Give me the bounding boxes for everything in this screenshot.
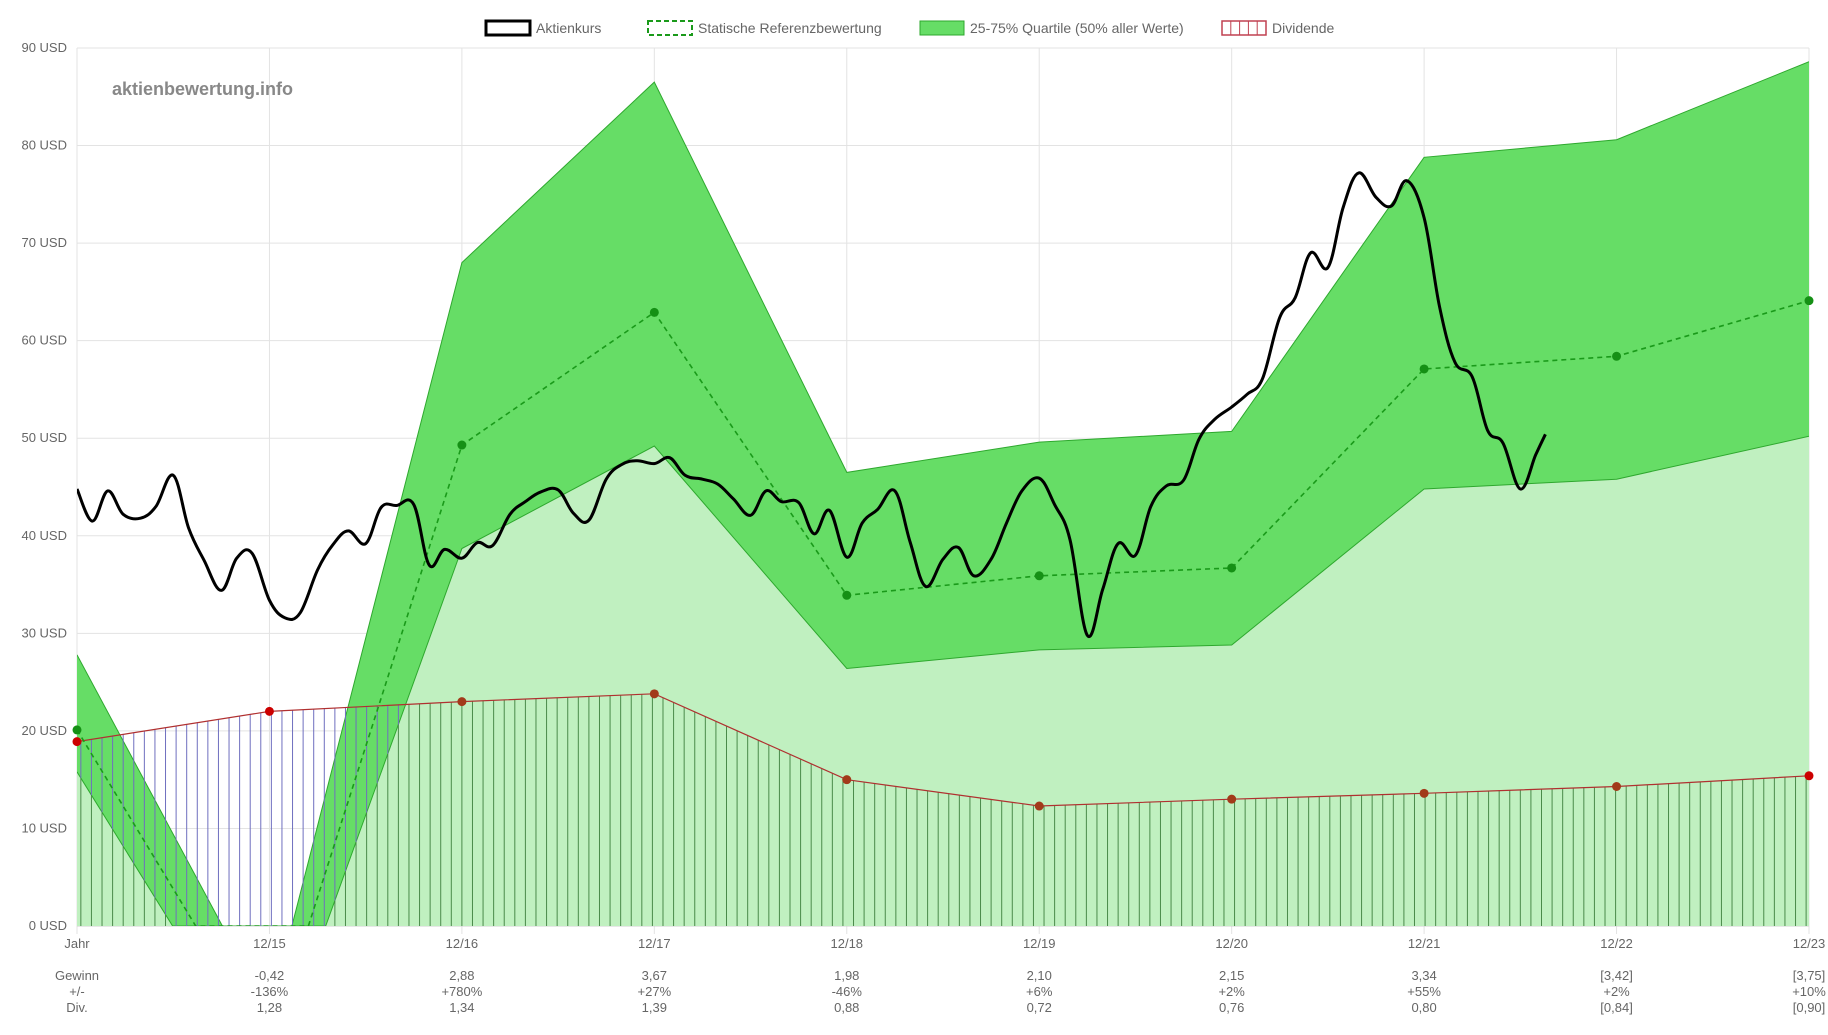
- x-tick-label: 12/15: [253, 936, 286, 951]
- dividend-point: [1034, 801, 1044, 811]
- footer-value: 3,34: [1411, 968, 1436, 983]
- x-tick-label: 12/22: [1600, 936, 1633, 951]
- footer-row-label: +/-: [69, 984, 85, 999]
- dividend-point: [264, 706, 274, 716]
- y-axis: 0 USD 10 USD 20 USD 30 USD 40 USD 50 USD 60 US…: [21, 40, 67, 933]
- legend-item-reference[interactable]: Statische Referenzbewertung: [647, 20, 882, 36]
- x-tick-label: 12/21: [1408, 936, 1441, 951]
- reference-point: [1612, 351, 1622, 361]
- legend-label-quartile: 25-75% Quartile (50% aller Werte): [970, 20, 1184, 36]
- footer-value: [0,84]: [1600, 1000, 1633, 1015]
- lower-quartile-area: [77, 436, 1809, 926]
- reference-point: [1804, 296, 1814, 306]
- footer-value: +10%: [1792, 984, 1826, 999]
- y-tick-label: 30 USD: [21, 625, 67, 640]
- quartile-band-area: [77, 61, 1809, 926]
- dividend-series: [77, 693, 1809, 807]
- dividend-point: [1227, 794, 1237, 804]
- y-tick-label: 0 USD: [29, 918, 67, 933]
- footer-value: 1,28: [257, 1000, 282, 1015]
- lower-quartile-line: [77, 435, 1809, 926]
- footer-value: 0,72: [1027, 1000, 1052, 1015]
- reference-point: [1034, 571, 1044, 581]
- footer-value: [0,90]: [1793, 1000, 1826, 1015]
- footer-value: 3,67: [642, 968, 667, 983]
- x-tick-label: 12/23: [1793, 936, 1826, 951]
- quartile-bands: [77, 61, 1809, 926]
- reference-point: [1419, 364, 1429, 374]
- y-tick-label: 50 USD: [21, 430, 67, 445]
- reference-point: [842, 590, 852, 600]
- x-tick-label: Jahr: [64, 936, 90, 951]
- reference-point: [1227, 563, 1237, 573]
- dividend-point: [1804, 771, 1814, 781]
- dividend-point: [457, 697, 467, 707]
- footer-value: +27%: [638, 984, 672, 999]
- footer-row-label: Div.: [66, 1000, 87, 1015]
- footer-value: +2%: [1603, 984, 1630, 999]
- dividend-line: [77, 693, 1809, 807]
- legend[interactable]: Aktienkurs Statische Referenzbewertung 25-…: [484, 19, 1334, 37]
- legend-label-dividend: Dividende: [1272, 20, 1334, 36]
- x-tick-label: 12/17: [638, 936, 671, 951]
- footer-value: [3,42]: [1600, 968, 1633, 983]
- dividend-point: [72, 737, 82, 747]
- y-tick-label: 60 USD: [21, 333, 67, 348]
- x-tick-label: 12/19: [1023, 936, 1056, 951]
- reference-point: [457, 440, 467, 450]
- legend-swatch-price: [484, 19, 532, 37]
- dividend-hatching: [80, 693, 1807, 926]
- y-tick-label: 20 USD: [21, 723, 67, 738]
- footer-value: -46%: [832, 984, 863, 999]
- x-tick-label: 12/16: [446, 936, 479, 951]
- x-tick-label: 12/18: [831, 936, 864, 951]
- legend-item-price[interactable]: Aktienkurs: [484, 19, 601, 37]
- y-tick-label: 10 USD: [21, 820, 67, 835]
- legend-item-quartile[interactable]: 25-75% Quartile (50% aller Werte): [919, 20, 1184, 36]
- plot-area: [77, 61, 1809, 926]
- upper-quartile-line: [77, 61, 1809, 926]
- footer-value: 2,15: [1219, 968, 1244, 983]
- reference-point: [649, 307, 659, 317]
- footer-value: +780%: [441, 984, 482, 999]
- footer-row-label: Gewinn: [55, 968, 99, 983]
- footer-value: +55%: [1407, 984, 1441, 999]
- footer-value: +2%: [1218, 984, 1245, 999]
- footer-value: 0,80: [1411, 1000, 1436, 1015]
- legend-label-reference: Statische Referenzbewertung: [698, 20, 882, 36]
- x-axis: Jahr 12/15 12/16 12/17 12/18 12/19 12/20 12/21 1…: [64, 925, 1826, 951]
- legend-item-dividend[interactable]: Dividende: [1221, 20, 1334, 36]
- footer-value: 1,34: [449, 1000, 474, 1015]
- y-tick-label: 40 USD: [21, 528, 67, 543]
- footer-value: -0,42: [255, 968, 285, 983]
- legend-swatch-dividend: [1221, 20, 1267, 36]
- dividend-point: [649, 689, 659, 699]
- footer-value: 0,76: [1219, 1000, 1244, 1015]
- price-series: [77, 171, 1547, 639]
- dividend-point: [1419, 788, 1429, 798]
- legend-swatch-quartile: [919, 20, 965, 36]
- footer-table: Gewinn -0,42 2,88 3,67 1,98 2,10 2,15 3,34 [3,42…: [55, 968, 1826, 1015]
- series-markers: [72, 296, 1814, 811]
- y-tick-label: 80 USD: [21, 138, 67, 153]
- footer-value: -136%: [251, 984, 289, 999]
- watermark-text: aktienbewertung.info: [112, 79, 293, 99]
- y-tick-label: 90 USD: [21, 40, 67, 55]
- footer-value: [3,75]: [1793, 968, 1826, 983]
- footer-value: 2,10: [1027, 968, 1052, 983]
- footer-value: +6%: [1026, 984, 1053, 999]
- dividend-point: [842, 775, 852, 785]
- reference-point: [72, 725, 82, 735]
- price-line: [77, 171, 1547, 639]
- footer-value: 2,88: [449, 968, 474, 983]
- legend-swatch-reference: [647, 20, 693, 36]
- y-tick-label: 70 USD: [21, 235, 67, 250]
- x-tick-label: 12/20: [1215, 936, 1248, 951]
- footer-value: 1,39: [642, 1000, 667, 1015]
- footer-value: 1,98: [834, 968, 859, 983]
- dividend-point: [1612, 781, 1622, 791]
- footer-value: 0,88: [834, 1000, 859, 1015]
- legend-label-price: Aktienkurs: [536, 20, 601, 36]
